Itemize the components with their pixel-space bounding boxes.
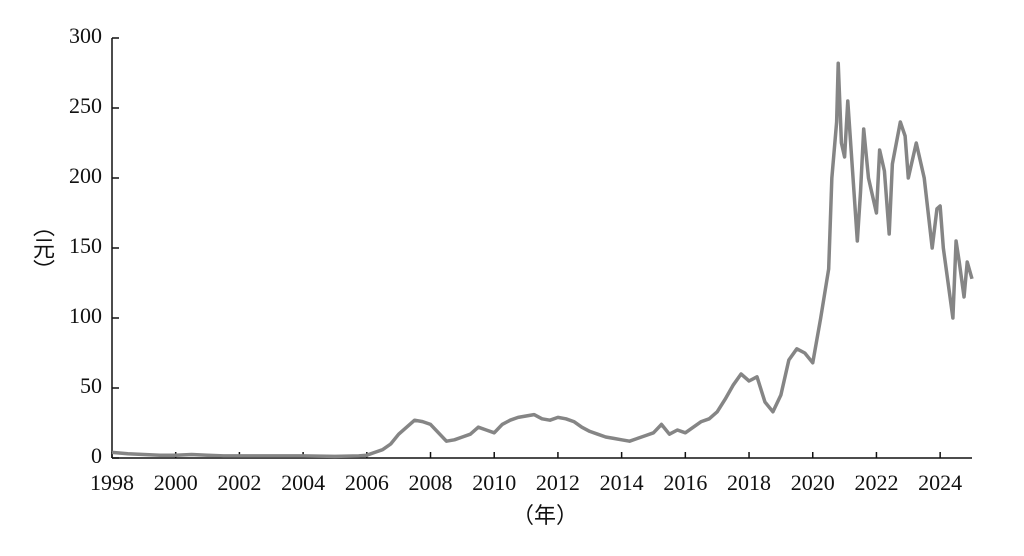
- y-tick-label: 50: [80, 373, 102, 398]
- x-tick-label: 2010: [472, 470, 516, 495]
- x-tick-label: 2022: [854, 470, 898, 495]
- x-tick-label: 2002: [217, 470, 261, 495]
- x-tick-label: 2018: [727, 470, 771, 495]
- y-tick-label: 200: [69, 163, 102, 188]
- y-tick-label: 250: [69, 93, 102, 118]
- x-tick-label: 2008: [409, 470, 453, 495]
- price-line: [111, 61, 974, 459]
- x-tick-label: 2020: [791, 470, 835, 495]
- x-tick-label: 2024: [918, 470, 962, 495]
- y-tick-label: 100: [69, 303, 102, 328]
- x-tick-label: 1998: [90, 470, 134, 495]
- x-tick-label: 2012: [536, 470, 580, 495]
- x-tick-label: 2014: [600, 470, 644, 495]
- x-tick-label: 2000: [154, 470, 198, 495]
- y-tick-label: 150: [69, 233, 102, 258]
- y-axis-label: （元）: [30, 215, 55, 281]
- x-tick-label: 2016: [663, 470, 707, 495]
- x-axis-label: （年）: [512, 503, 578, 528]
- y-tick-label: 300: [69, 23, 102, 48]
- x-tick-label: 2006: [345, 470, 389, 495]
- y-tick-label: 0: [91, 443, 102, 468]
- x-tick-label: 2004: [281, 470, 325, 495]
